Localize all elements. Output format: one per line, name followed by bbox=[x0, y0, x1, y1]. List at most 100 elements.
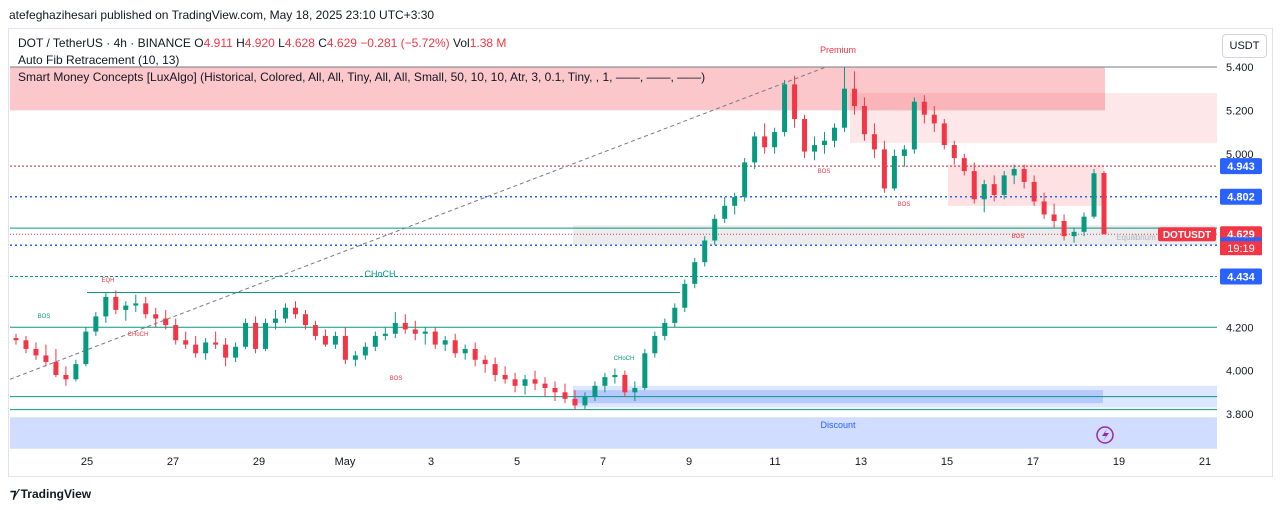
candle-body bbox=[722, 205, 728, 219]
x-tick-label: 25 bbox=[81, 456, 93, 468]
x-tick-label: 7 bbox=[600, 456, 606, 468]
indicator-smc[interactable]: Smart Money Concepts [LuxAlgo] (Historic… bbox=[18, 70, 706, 84]
x-tick-label: 15 bbox=[941, 456, 953, 468]
candle-body bbox=[772, 132, 778, 148]
bos-label-4: BOS bbox=[1012, 234, 1025, 240]
candle-body bbox=[163, 318, 169, 326]
candle-body bbox=[33, 348, 39, 356]
change-value: −0.281 (−5.72%) bbox=[360, 36, 450, 50]
lightning-bolt-icon bbox=[1102, 429, 1109, 441]
candle-body bbox=[831, 127, 837, 141]
candle-body bbox=[392, 322, 398, 334]
price-badge-label: 4.943 bbox=[1227, 161, 1255, 173]
candle-body bbox=[462, 348, 468, 354]
candle-body bbox=[1061, 220, 1067, 237]
candle-body bbox=[642, 353, 648, 388]
x-tick-label: 27 bbox=[167, 456, 179, 468]
candle-body bbox=[452, 340, 458, 354]
fib-trend-line bbox=[9, 66, 827, 380]
candle-body bbox=[602, 377, 608, 386]
currency-button[interactable]: USDT bbox=[1222, 34, 1267, 58]
symbol-badge bbox=[1158, 227, 1216, 242]
close-label: C bbox=[318, 36, 327, 50]
candle-body bbox=[143, 303, 149, 315]
candle-body bbox=[812, 145, 818, 152]
candle-body bbox=[103, 296, 109, 317]
candle-body bbox=[73, 364, 79, 380]
candle-body bbox=[352, 355, 358, 360]
candle-body bbox=[991, 184, 997, 195]
candle-body bbox=[213, 342, 219, 345]
candle-body bbox=[562, 392, 568, 399]
open-label: O bbox=[194, 36, 204, 50]
candle-body bbox=[223, 344, 229, 358]
candle-body bbox=[1011, 168, 1017, 176]
candle-body bbox=[742, 162, 748, 198]
choch-label-2: CHoCH bbox=[128, 332, 149, 338]
candle-body bbox=[312, 325, 318, 336]
candle-body bbox=[302, 314, 308, 326]
y-tick-label: 4.000 bbox=[1226, 366, 1254, 378]
choch-label-4: BOS bbox=[818, 169, 831, 175]
chart-frame bbox=[8, 28, 1273, 477]
candle-body bbox=[322, 335, 328, 345]
indicator-fib[interactable]: Auto Fib Retracement (10, 13) bbox=[18, 53, 180, 67]
candle-body bbox=[921, 101, 927, 115]
candle-body bbox=[253, 322, 259, 349]
lightning-icon bbox=[1096, 426, 1114, 444]
candle-body bbox=[1091, 173, 1097, 217]
candle-body bbox=[243, 322, 249, 347]
candle-body bbox=[732, 197, 738, 206]
candle-body bbox=[173, 325, 179, 341]
candle-body bbox=[941, 123, 947, 146]
candle-body bbox=[841, 88, 847, 128]
candle-body bbox=[412, 329, 418, 334]
candle-body bbox=[851, 88, 857, 107]
x-tick-label: May bbox=[335, 456, 356, 468]
x-tick-label: 13 bbox=[855, 456, 867, 468]
candle-body bbox=[971, 171, 977, 200]
candle-body bbox=[592, 385, 598, 397]
candle-body bbox=[113, 296, 119, 310]
candle-body bbox=[542, 383, 548, 388]
price-badge bbox=[1220, 158, 1262, 175]
eqh-label: EQH bbox=[101, 278, 114, 284]
x-tick-label: 9 bbox=[686, 456, 692, 468]
brand-name: TradingView bbox=[20, 487, 92, 501]
ohlc-row: DOT / TetherUS · 4h · BINANCE O4.911 H4.… bbox=[18, 35, 705, 52]
candle-body bbox=[1001, 175, 1007, 195]
choch-label-main: CHoCH bbox=[364, 269, 395, 279]
candle-body bbox=[442, 340, 448, 345]
candle-body bbox=[83, 331, 89, 365]
candle-body bbox=[682, 283, 688, 308]
y-tick-label: 5.000 bbox=[1226, 149, 1254, 161]
candle-body bbox=[292, 307, 298, 315]
candle-body bbox=[422, 331, 428, 334]
x-tick-label: 5 bbox=[514, 456, 520, 468]
symbol-name[interactable]: DOT / TetherUS · 4h · BINANCE bbox=[18, 36, 191, 50]
candle-body bbox=[861, 106, 867, 135]
candle-body bbox=[1101, 173, 1107, 235]
candle-body bbox=[53, 361, 59, 375]
candle-body bbox=[961, 158, 967, 172]
premium-zone-extension bbox=[850, 93, 1217, 143]
candle-body bbox=[802, 119, 808, 152]
candle-body bbox=[512, 379, 518, 386]
candle-body bbox=[23, 340, 29, 349]
candle-body bbox=[1031, 181, 1037, 202]
chart-legend: DOT / TetherUS · 4h · BINANCE O4.911 H4.… bbox=[18, 35, 705, 86]
candle-body bbox=[752, 136, 758, 163]
candle-body bbox=[612, 374, 618, 378]
candle-body bbox=[622, 374, 628, 393]
open-value: 4.911 bbox=[203, 36, 233, 50]
candle-body bbox=[13, 338, 19, 341]
y-tick-label: 5.200 bbox=[1226, 105, 1254, 117]
candle-body bbox=[472, 348, 478, 360]
candle-body bbox=[931, 114, 937, 124]
x-tick-label: 3 bbox=[428, 456, 434, 468]
candle-body bbox=[382, 333, 388, 336]
candle-body bbox=[822, 140, 828, 146]
bos-label-1: BOS bbox=[38, 314, 51, 320]
candle-body bbox=[901, 149, 907, 156]
